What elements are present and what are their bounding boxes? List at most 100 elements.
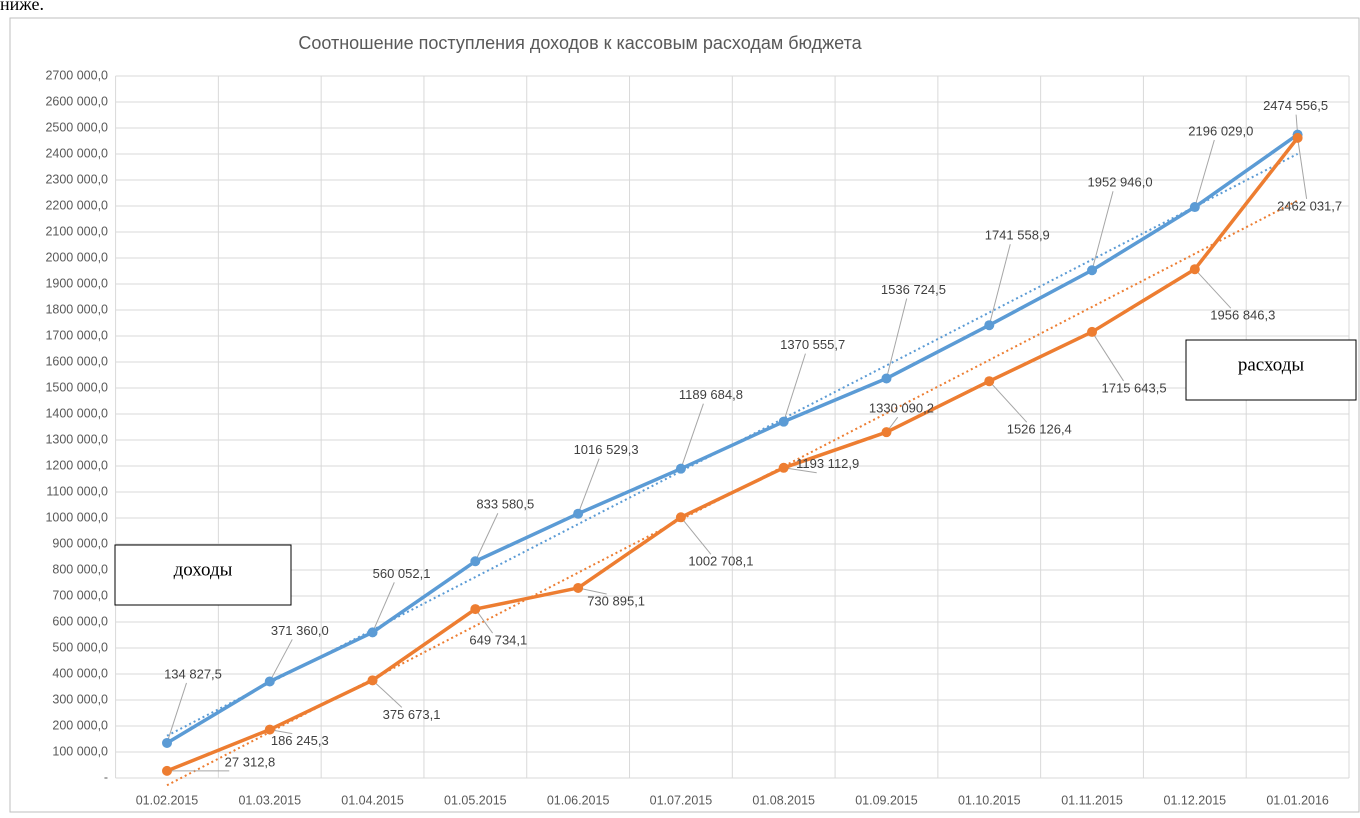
data-label: 1193 112,9 (796, 456, 859, 471)
data-label: 1956 846,3 (1210, 308, 1275, 323)
y-tick-label: 500 000,0 (52, 640, 108, 654)
point (264, 676, 275, 687)
data-label: 1370 555,7 (780, 337, 845, 352)
y-tick-label: 1500 000,0 (45, 380, 108, 394)
leader-line (372, 679, 403, 708)
point (1292, 132, 1303, 143)
x-tick-label: 01.08.2015 (752, 793, 815, 807)
x-tick-label: 01.04.2015 (341, 793, 404, 807)
data-label: 27 312,8 (225, 754, 276, 769)
data-label: 371 360,0 (271, 623, 329, 638)
point (470, 556, 481, 567)
point (984, 320, 995, 331)
x-tick-label: 01.07.2015 (650, 793, 713, 807)
point (573, 508, 584, 519)
y-tick-label: 900 000,0 (52, 536, 108, 550)
leader-line (372, 582, 395, 633)
point (1087, 326, 1098, 337)
y-tick-label: 600 000,0 (52, 614, 108, 628)
y-tick-label: 100 000,0 (52, 744, 108, 758)
series-box (1185, 339, 1357, 401)
y-tick-label: 1400 000,0 (45, 406, 108, 420)
leader-line (680, 403, 704, 469)
data-label: 1741 558,9 (985, 228, 1050, 243)
data-label: 1189 684,8 (679, 387, 743, 402)
y-tick-label: 700 000,0 (52, 588, 108, 602)
point (778, 462, 789, 473)
point (675, 512, 686, 523)
point (778, 416, 789, 427)
data-label: 2474 556,5 (1263, 98, 1328, 113)
x-tick-label: 01.01.2016 (1266, 793, 1329, 807)
leader-line (1091, 191, 1114, 271)
data-label: 186 245,3 (271, 733, 329, 748)
leader-line (680, 516, 712, 555)
leader-line (1297, 137, 1308, 199)
point (881, 373, 892, 384)
leader-line (1091, 331, 1124, 382)
y-tick-label: 1100 000,0 (46, 484, 108, 498)
y-tick-label: 2200 000,0 (45, 198, 108, 212)
y-tick-label: 2700 000,0 (45, 68, 108, 82)
y-tick-label: 2100 000,0 (45, 224, 108, 238)
y-tick-label: 1600 000,0 (45, 354, 108, 368)
leader-line (885, 298, 908, 379)
y-tick-label: 2400 000,0 (45, 146, 108, 160)
data-label: 560 052,1 (373, 566, 431, 581)
chart-frame (9, 17, 1360, 813)
data-label: 1330 090,2 (869, 401, 934, 416)
page-text: ниже. (0, 0, 44, 14)
data-label: 134 827,5 (164, 666, 222, 681)
point (573, 582, 584, 593)
leader-line (1194, 139, 1215, 208)
series-line (166, 133, 1299, 745)
y-tick-label: 300 000,0 (52, 692, 108, 706)
y-tick-label: - (104, 770, 108, 784)
data-label: 2462 031,7 (1277, 198, 1342, 213)
y-tick-label: 1700 000,0 (45, 328, 108, 342)
data-label: 1002 708,1 (688, 554, 753, 569)
leader-line (269, 639, 293, 682)
point (881, 427, 892, 438)
y-tick-label: 1200 000,0 (45, 458, 108, 472)
point (161, 765, 172, 776)
leader-line (988, 380, 1028, 423)
point (367, 627, 378, 638)
leader-line (988, 244, 1011, 326)
x-tick-label: 01.02.2015 (136, 793, 199, 807)
data-label: 375 673,1 (383, 707, 441, 722)
point (984, 376, 995, 387)
x-tick-label: 01.03.2015 (238, 793, 301, 807)
point (1189, 202, 1200, 213)
leader-line (166, 682, 187, 744)
y-tick-label: 2500 000,0 (45, 120, 108, 134)
y-tick-label: 2000 000,0 (45, 250, 108, 264)
y-tick-label: 2300 000,0 (45, 172, 108, 186)
point (161, 737, 172, 748)
data-label: 2196 029,0 (1188, 123, 1253, 138)
y-tick-label: 2600 000,0 (45, 94, 108, 108)
x-tick-label: 01.09.2015 (855, 793, 918, 807)
data-label: 1715 643,5 (1102, 380, 1167, 395)
point (675, 463, 686, 474)
data-label: 649 734,1 (469, 633, 527, 648)
y-tick-label: 800 000,0 (52, 562, 108, 576)
y-tick-label: 1000 000,0 (45, 510, 108, 524)
data-label: 730 895,1 (587, 593, 645, 608)
point (1189, 264, 1200, 275)
data-label: 833 580,5 (476, 497, 534, 512)
series-box (114, 544, 292, 606)
point (264, 724, 275, 735)
data-label: 1536 724,5 (881, 282, 946, 297)
x-tick-label: 01.05.2015 (444, 793, 507, 807)
series-line (166, 136, 1299, 773)
leader-line (1194, 268, 1232, 309)
leader-line (783, 353, 806, 422)
series-name: расходы (1238, 354, 1305, 375)
data-label: 1952 946,0 (1088, 175, 1153, 190)
y-tick-label: 1300 000,0 (45, 432, 108, 446)
chart-title: Соотношение поступления доходов к кассов… (298, 33, 862, 53)
y-tick-label: 1800 000,0 (45, 302, 108, 316)
leader-line (783, 467, 817, 474)
